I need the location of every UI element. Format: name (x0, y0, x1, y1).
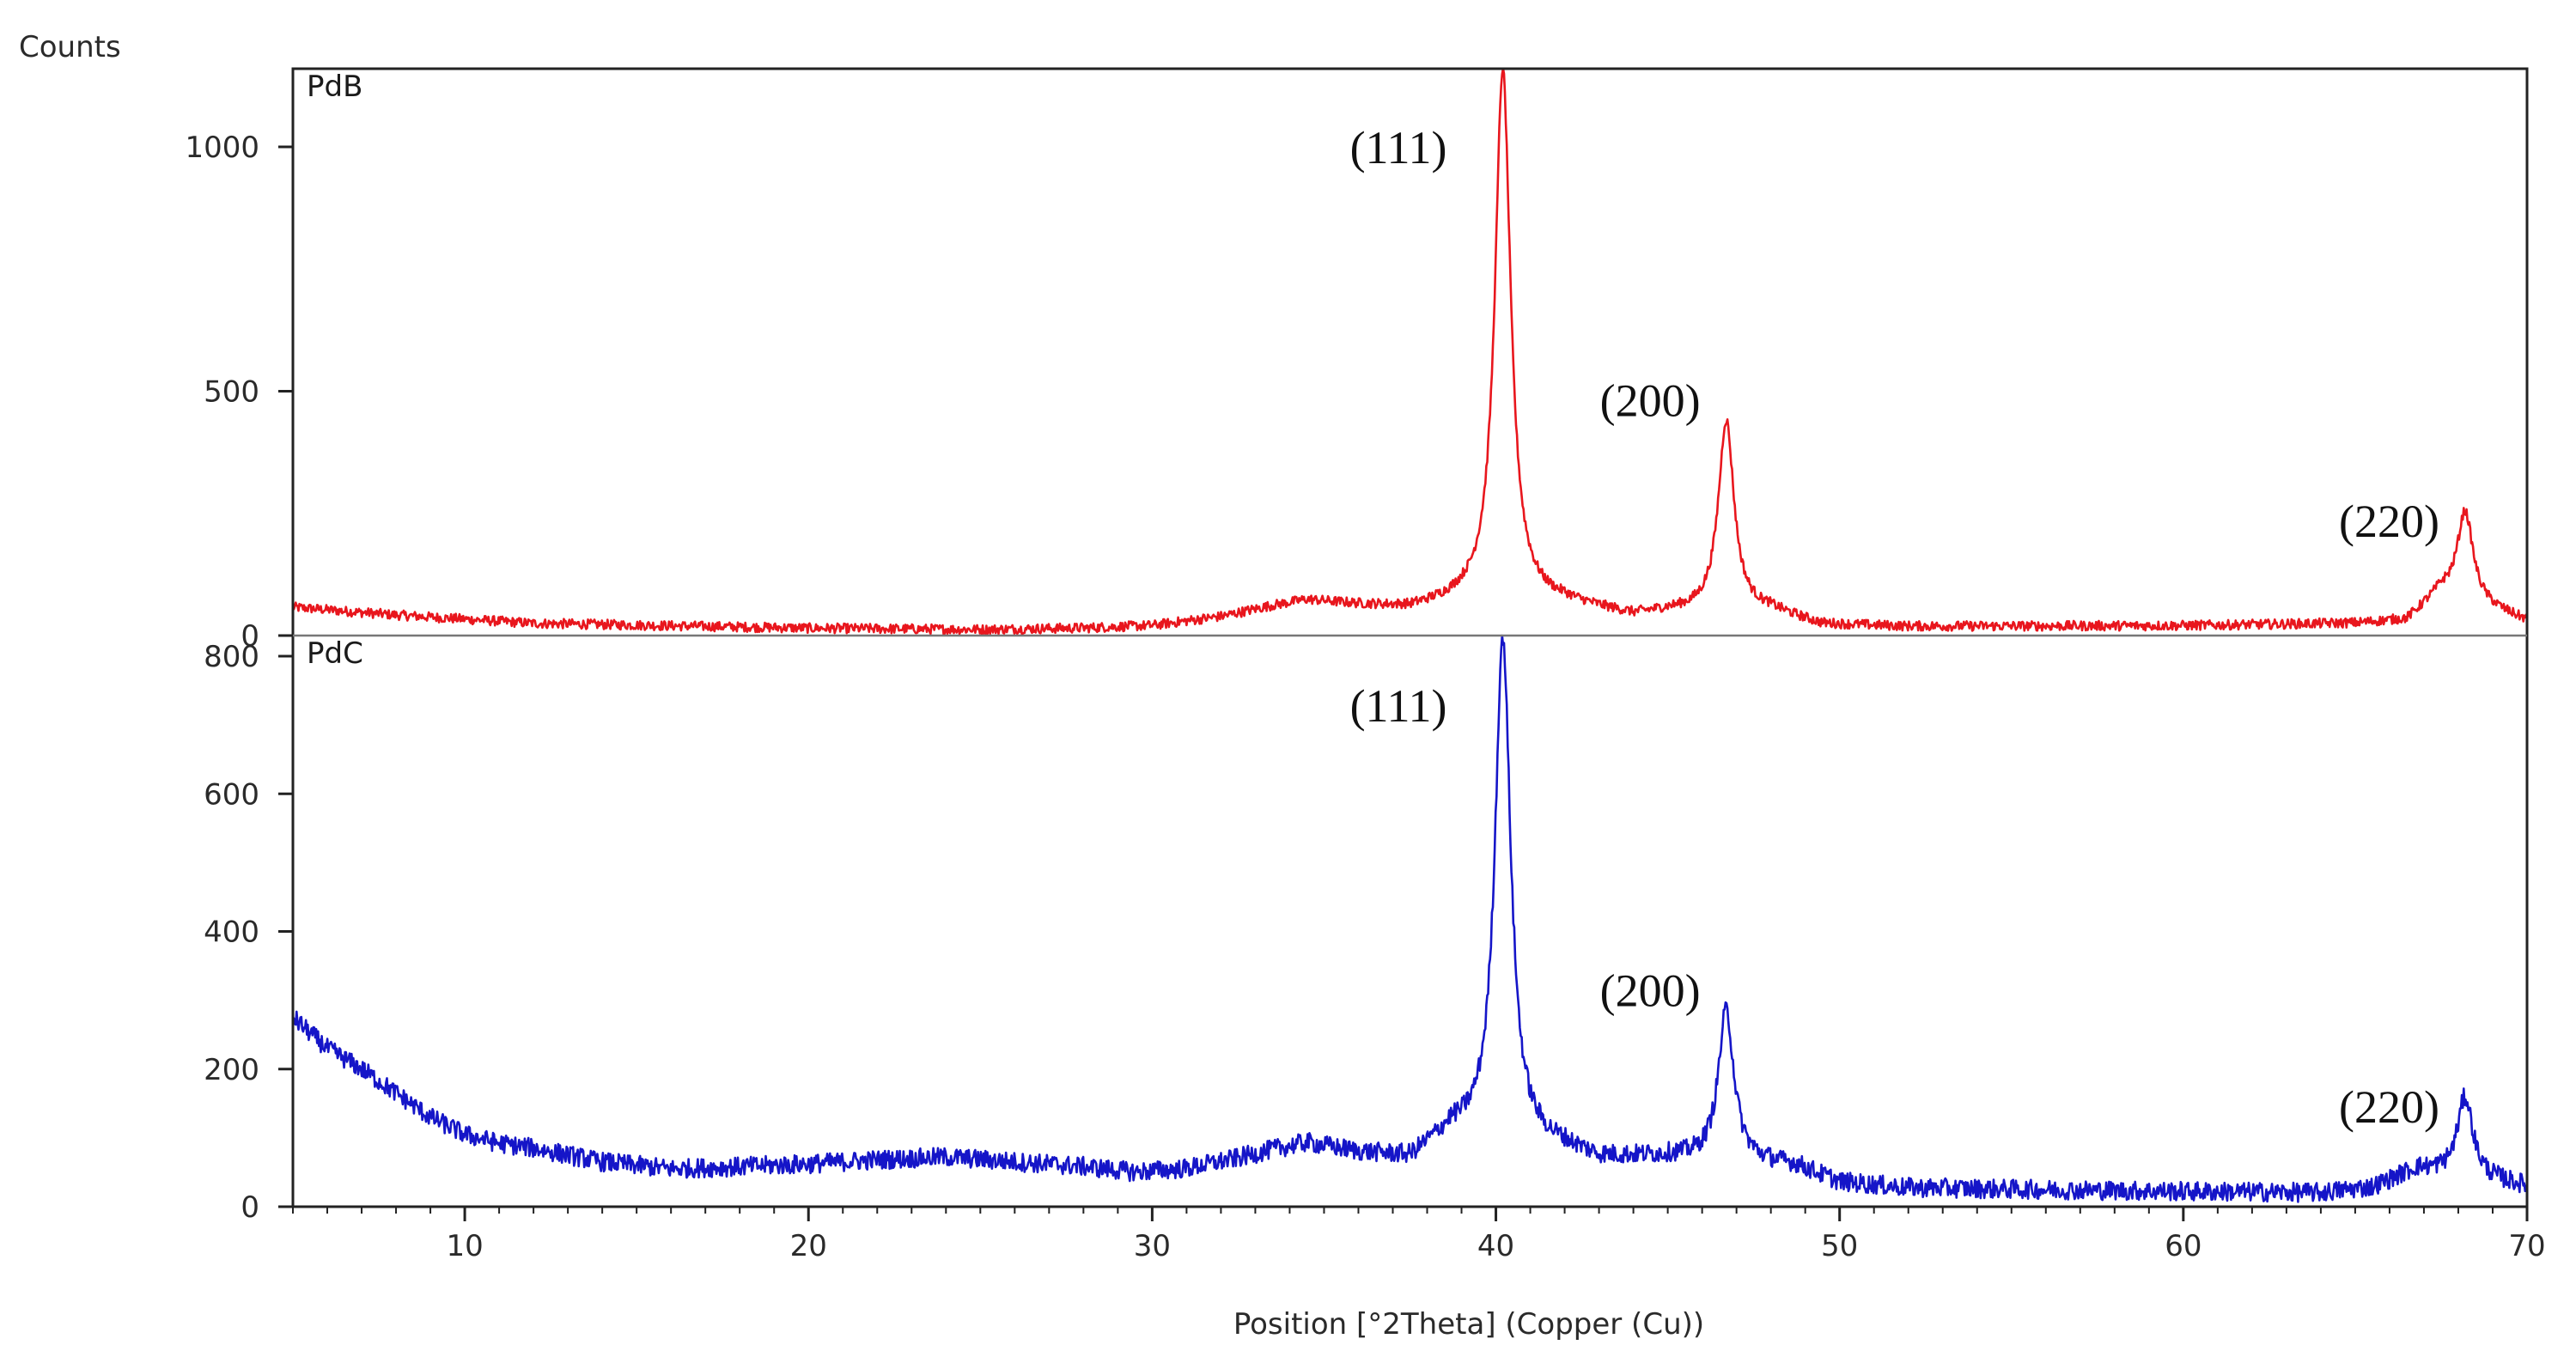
peak-label: (111) (1350, 122, 1447, 173)
x-tick-label: 70 (2508, 1229, 2545, 1263)
y-tick-label: 0 (241, 619, 259, 654)
peak-label: (111) (1350, 680, 1447, 732)
series-line-pdb (291, 67, 2528, 636)
x-tick-label: 20 (790, 1229, 827, 1263)
x-axis-title: Position [°2Theta] (Copper (Cu)) (1233, 1307, 1704, 1342)
x-tick-label: 60 (2165, 1229, 2201, 1263)
panel-label: PdC (307, 636, 363, 671)
x-tick-label: 10 (446, 1229, 483, 1263)
y-tick-label: 400 (204, 916, 259, 950)
plot-layer: 10 20 30 40 50 60 70 PdB 0 500 1000 (111) (200) (220)… (185, 67, 2546, 1263)
y-tick-label: 0 (241, 1190, 259, 1225)
peak-label: (220) (2339, 1081, 2439, 1133)
y-tick-label: 1000 (185, 131, 259, 165)
y-tick-label: 200 (204, 1053, 259, 1087)
peak-label: (200) (1600, 965, 1701, 1017)
y-axis-title: Counts (19, 30, 121, 64)
peak-label: (200) (1600, 375, 1701, 427)
series-line-pdc (292, 634, 2529, 1203)
y-tick-label: 600 (204, 777, 259, 812)
peak-label: (220) (2339, 496, 2439, 547)
panel-label: PdB (307, 70, 362, 104)
x-tick-label: 40 (1477, 1229, 1514, 1263)
plot-frame (291, 67, 2529, 1208)
y-tick-label: 500 (204, 375, 259, 410)
x-tick-label: 30 (1134, 1229, 1171, 1263)
y-tick-label: 800 (204, 640, 259, 674)
x-tick-label: 50 (1821, 1229, 1858, 1263)
